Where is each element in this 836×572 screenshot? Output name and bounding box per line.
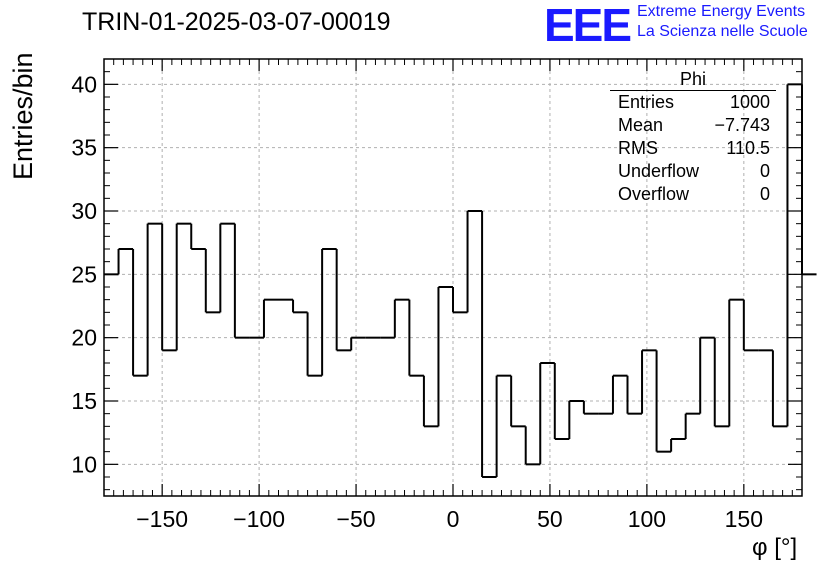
stats-label: Entries [618,92,675,112]
eee-logo-mark: EEE [544,0,632,51]
y-axis-label: Entries/bin [8,52,38,180]
x-tick-label: 0 [447,506,460,532]
stats-box: Phi Entries 1000 Mean −7.743 RMS 110.5 U… [610,68,776,206]
stats-row-mean: Mean −7.743 [610,114,776,137]
stats-title: Phi [610,68,776,91]
x-tick-label: −100 [233,506,285,532]
stats-value: 0 [759,184,770,204]
y-tick-label: 10 [71,451,97,477]
stats-value: 110.5 [726,138,770,158]
y-tick-label: 25 [71,261,97,287]
x-axis-label: φ [°] [752,534,798,561]
stats-value: 1000 [729,92,770,112]
logo-line-1: Extreme Energy Events [637,3,806,20]
y-tick-label: 20 [71,325,97,351]
stats-label: Underflow [618,161,700,181]
x-tick-label: −150 [136,506,188,532]
stats-value: 0 [759,161,770,181]
y-tick-label: 15 [71,388,97,414]
stats-label: RMS [618,138,658,158]
y-tick-label: 30 [71,198,97,224]
x-tick-label: −50 [337,506,376,532]
y-tick-label: 40 [71,71,97,97]
logo-line-2: La Scienza nelle Scuole [637,23,808,40]
stats-row-entries: Entries 1000 [610,91,776,114]
stats-row-overflow: Overflow 0 [610,183,776,206]
x-tick-label: 100 [628,506,666,532]
stats-value: −7.743 [714,115,770,135]
stats-row-underflow: Underflow 0 [610,160,776,183]
y-tick-label: 35 [71,135,97,161]
x-tick-label: 50 [537,506,563,532]
chart-title: TRIN-01-2025-03-07-00019 [82,8,391,36]
x-tick-label: 150 [725,506,763,532]
stats-label: Mean [618,115,664,135]
stats-row-rms: RMS 110.5 [610,137,776,160]
stats-label: Overflow [618,184,690,204]
